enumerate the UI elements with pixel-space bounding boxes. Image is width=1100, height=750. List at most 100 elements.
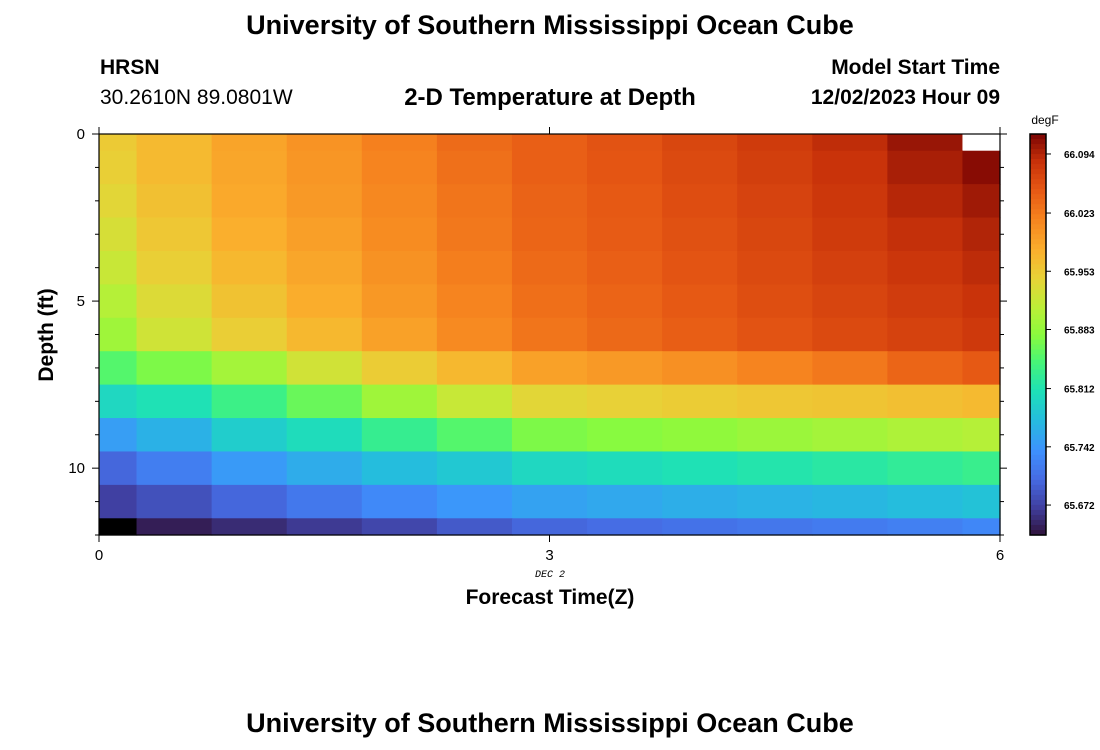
heatmap-cell: [436, 418, 513, 453]
colorbar-swatch: [1030, 164, 1046, 170]
heatmap-cell: [286, 250, 363, 285]
heatmap-cell: [587, 217, 663, 252]
heatmap-cell: [962, 284, 1001, 319]
heatmap-cell: [587, 317, 663, 352]
heatmap-cell: [962, 250, 1001, 285]
colorbar-swatch: [1030, 474, 1046, 481]
colorbar-tick-label: 66.023: [1064, 209, 1095, 220]
heatmap-cell: [737, 217, 813, 252]
heatmap-cell: [361, 418, 438, 453]
colorbar-swatch: [1030, 524, 1046, 531]
heatmap-cell: [286, 217, 363, 252]
heatmap-cell: [737, 250, 813, 285]
heatmap-cell: [887, 418, 964, 453]
heatmap-cell: [887, 384, 964, 419]
heatmap-cell: [136, 384, 213, 419]
heatmap-cell: [361, 284, 438, 319]
colorbar-tick-label: 65.953: [1064, 267, 1095, 278]
colorbar: 66.094 66.023 65.953 65.883 65.812 65.742 65.6…: [1029, 133, 1095, 536]
colorbar-swatch: [1030, 269, 1046, 275]
y-tick-label: 10: [68, 460, 85, 477]
heatmap-cell: [662, 418, 738, 453]
colorbar-swatch: [1030, 334, 1046, 341]
heatmap-cell: [812, 418, 888, 453]
heatmap-cell: [737, 518, 813, 536]
heatmap-cell: [136, 451, 213, 486]
heatmap-cell: [99, 518, 138, 536]
colorbar-tick-label: 65.672: [1064, 501, 1095, 512]
heatmap-cell: [136, 150, 213, 185]
colorbar-tick-label: 66.094: [1064, 150, 1095, 161]
heatmap-cell: [286, 451, 363, 486]
model-start-value: 12/02/2023 Hour 09: [810, 86, 1000, 109]
heatmap-cell: [887, 250, 964, 285]
colorbar-swatch: [1030, 489, 1046, 496]
heatmap-cell: [211, 351, 288, 386]
heatmap-cell: [962, 418, 1001, 453]
colorbar-swatch: [1030, 264, 1046, 270]
colorbar-swatch: [1030, 454, 1046, 461]
heatmap-cell: [511, 150, 588, 185]
colorbar-swatch: [1030, 249, 1046, 255]
colorbar-swatch: [1030, 514, 1046, 521]
colorbar-label: degF: [1031, 113, 1058, 127]
heatmap-cell: [136, 418, 213, 453]
heatmap-cell: [587, 418, 663, 453]
heatmap-cell: [812, 384, 888, 419]
colorbar-swatch: [1030, 519, 1046, 526]
colorbar-swatch: [1030, 349, 1046, 356]
colorbar-swatch: [1030, 279, 1046, 285]
heatmap-cell: [587, 134, 663, 152]
colorbar-swatch: [1030, 379, 1046, 386]
heatmap-cell: [361, 250, 438, 285]
heatmap-cell: [737, 134, 813, 152]
model-start-label: Model Start Time: [831, 56, 1000, 79]
heatmap-cell: [812, 134, 888, 152]
heatmap-cell: [511, 484, 588, 519]
heatmap-cell: [436, 317, 513, 352]
heatmap-cell: [136, 351, 213, 386]
heatmap-cell: [436, 384, 513, 419]
heatmap-cell: [662, 351, 738, 386]
heatmap-cell: [737, 150, 813, 185]
heatmap-cell: [436, 150, 513, 185]
colorbar-swatch: [1030, 424, 1046, 431]
heatmap-cell: [962, 518, 1001, 536]
heatmap-cell: [286, 384, 363, 419]
heatmap-cell: [211, 134, 288, 152]
heatmap-cell: [511, 217, 588, 252]
heatmap-cell: [361, 317, 438, 352]
heatmap-cell: [99, 184, 138, 219]
heatmap-cell: [361, 351, 438, 386]
heatmap-cell: [99, 484, 138, 519]
heatmap-cell: [737, 317, 813, 352]
heatmap-cell: [962, 317, 1001, 352]
heatmap-cell: [887, 518, 964, 536]
colorbar-swatch: [1030, 294, 1046, 301]
heatmap-cell: [136, 484, 213, 519]
colorbar-swatch: [1030, 299, 1046, 306]
heatmap-cell: [99, 317, 138, 352]
heatmap-cell: [211, 284, 288, 319]
heatmap-cell: [136, 317, 213, 352]
colorbar-swatch: [1030, 329, 1046, 336]
colorbar-swatch: [1030, 469, 1046, 476]
heatmap-cell: [436, 217, 513, 252]
heatmap-cell: [511, 250, 588, 285]
heatmap-cell: [211, 317, 288, 352]
heatmap-cell: [662, 518, 738, 536]
heatmap-cell: [99, 284, 138, 319]
heatmap-cell: [662, 451, 738, 486]
heatmap-cell: [136, 217, 213, 252]
heatmap-cell: [211, 418, 288, 453]
colorbar-swatch: [1030, 194, 1046, 200]
heatmap-cell: [887, 484, 964, 519]
colorbar-swatch: [1030, 399, 1046, 406]
heatmap-cell: [286, 134, 363, 152]
y-tick-label: 0: [77, 126, 85, 143]
heatmap-cell: [887, 184, 964, 219]
colorbar-swatch: [1030, 169, 1046, 175]
colorbar-swatch: [1030, 389, 1046, 396]
colorbar-swatch: [1030, 179, 1046, 185]
